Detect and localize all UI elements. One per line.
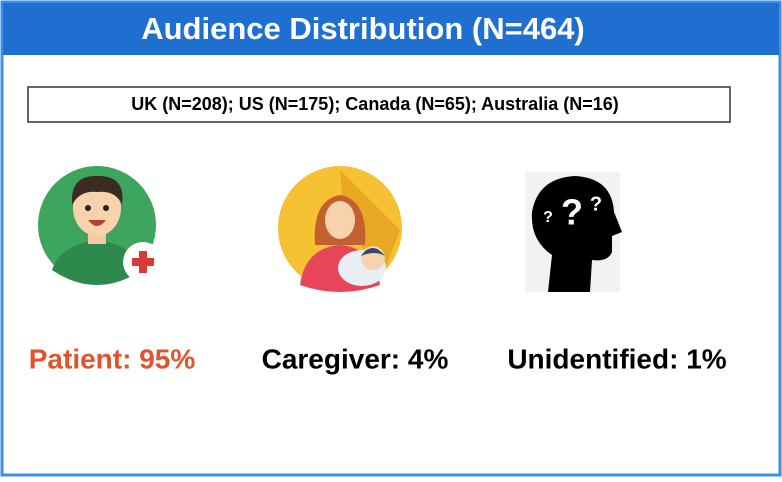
title: Audience Distribution (N=464) [141, 11, 585, 46]
subtitle: UK (N=208); US (N=175); Canada (N=65); A… [131, 94, 618, 114]
caregiver-label: Caregiver: 4% [262, 343, 449, 374]
caregiver-icon [278, 166, 402, 292]
unidentified-icon: ? ? ? [525, 172, 622, 292]
subtitle-box [27, 86, 731, 123]
svg-text:?: ? [590, 193, 602, 215]
svg-text:?: ? [543, 209, 553, 226]
patient-label: Patient: 95% [29, 343, 196, 374]
title-banner [3, 3, 779, 55]
patient-icon [38, 166, 163, 285]
unidentified-label: Unidentified: 1% [507, 343, 726, 374]
svg-text:?: ? [561, 192, 583, 233]
